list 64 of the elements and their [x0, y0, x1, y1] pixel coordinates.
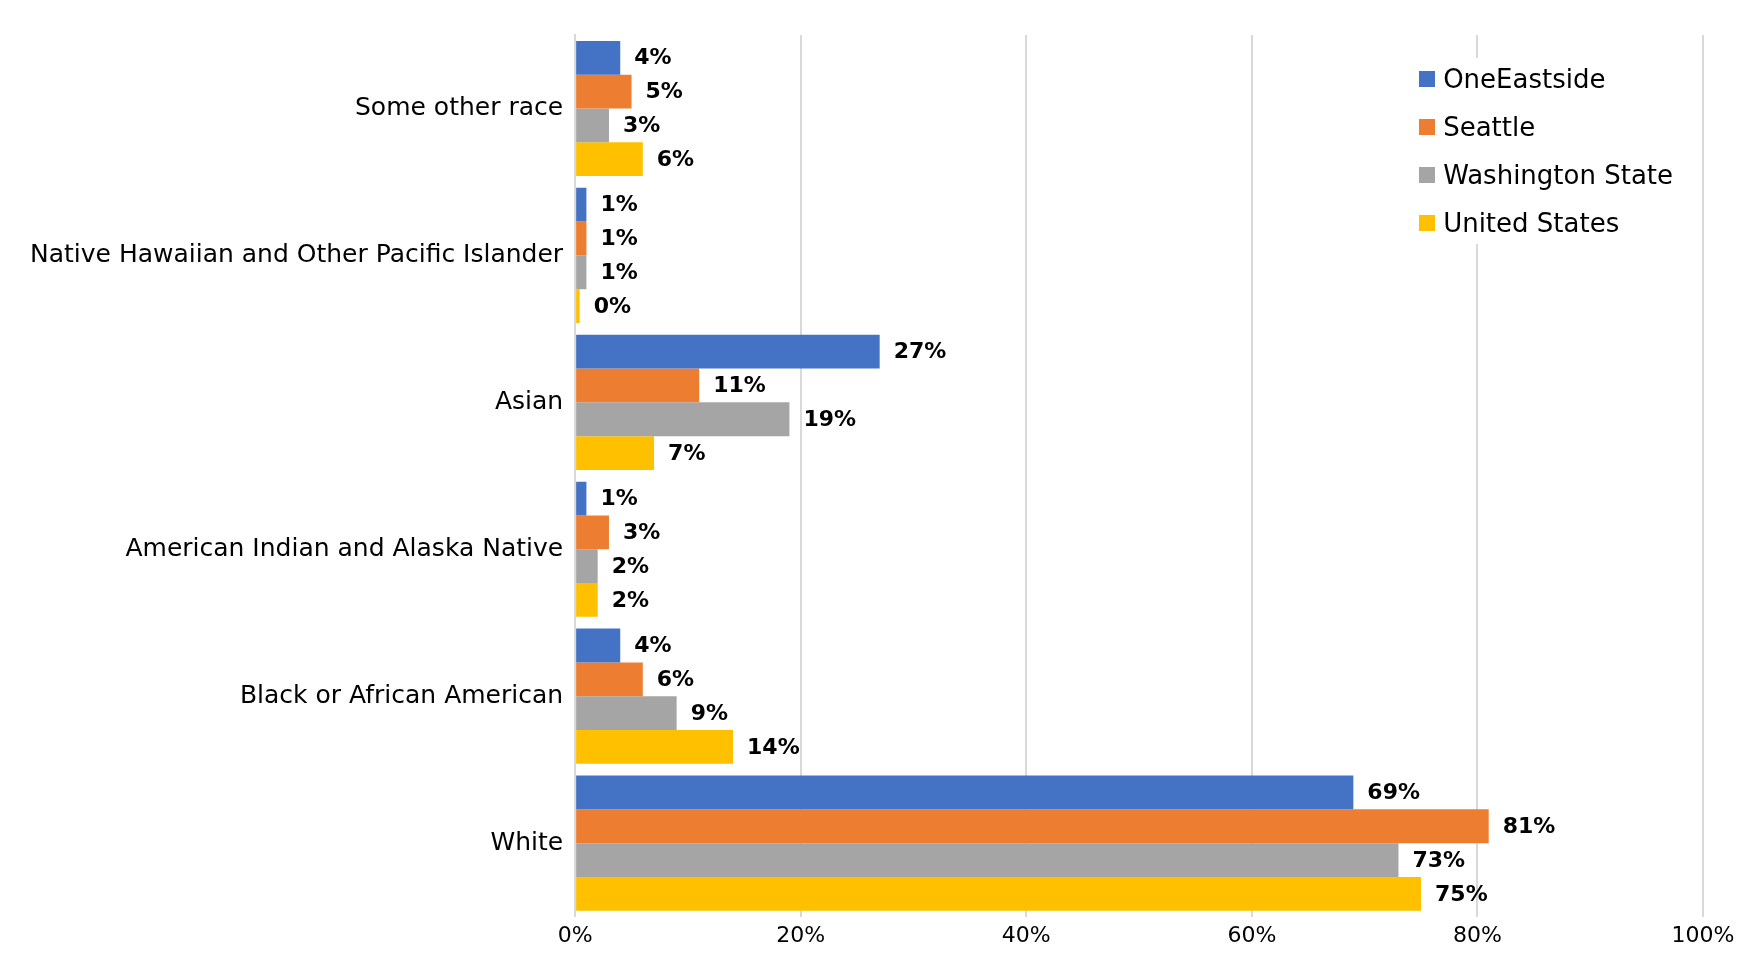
data-label: 81%: [1502, 812, 1556, 838]
bar: [576, 255, 587, 290]
data-label: 11%: [713, 372, 766, 398]
bar: [576, 74, 632, 109]
bar: [576, 583, 598, 617]
data-label: 1%: [600, 259, 638, 285]
bar: [576, 775, 1354, 810]
data-label: 69%: [1367, 779, 1421, 805]
bar: [576, 843, 1399, 877]
data-label: 0%: [593, 292, 631, 318]
bar: [576, 40, 621, 75]
bar: [576, 876, 1422, 911]
legend-label: United States: [1443, 208, 1620, 238]
x-tick-label: 0%: [557, 921, 593, 947]
legend-label: Seattle: [1443, 112, 1536, 142]
bar: [576, 730, 734, 764]
y-tick-label: Asian: [494, 385, 564, 415]
x-tick-label: 100%: [1671, 921, 1735, 947]
bar: [576, 696, 677, 730]
bar: [576, 368, 700, 403]
bar: [576, 662, 643, 697]
bar: [576, 334, 880, 369]
bar: [576, 221, 587, 256]
data-label: 19%: [803, 405, 857, 431]
x-tick-label: 80%: [1452, 921, 1502, 947]
y-tick-label: Some other race: [355, 91, 564, 121]
y-tick-label: Native Hawaiian and Other Pacific Islander: [29, 238, 564, 268]
legend-label: OneEastside: [1443, 64, 1606, 94]
data-label: 1%: [600, 485, 638, 511]
bar: [576, 481, 587, 516]
data-label: 14%: [747, 733, 800, 759]
bar: [576, 108, 609, 143]
data-label: 1%: [600, 191, 638, 217]
data-label: 2%: [611, 552, 650, 578]
bar: [576, 549, 598, 584]
x-tick-label: 60%: [1227, 921, 1277, 947]
data-label: 2%: [611, 586, 650, 612]
y-tick-label: White: [490, 826, 564, 856]
x-tick-label: 20%: [776, 921, 826, 947]
bar: [576, 809, 1489, 844]
data-label: 75%: [1435, 880, 1488, 906]
data-label: 7%: [668, 439, 706, 465]
y-tick-label: American Indian and Alaska Native: [125, 532, 564, 562]
bar: [576, 402, 790, 437]
data-label: 9%: [690, 699, 728, 725]
data-label: 27%: [893, 338, 947, 364]
legend-label: Washington State: [1443, 160, 1673, 190]
bar: [576, 142, 643, 177]
data-label: 3%: [622, 519, 661, 545]
data-label: 4%: [634, 632, 672, 658]
data-label: 6%: [656, 666, 695, 692]
bar: [576, 515, 609, 550]
bar: [576, 289, 580, 323]
x-tick-label: 40%: [1001, 921, 1051, 947]
bar: [576, 436, 655, 470]
data-label: 73%: [1412, 846, 1466, 872]
data-label: 3%: [622, 112, 661, 138]
data-label: 4%: [634, 44, 672, 70]
bar: [576, 628, 621, 663]
y-tick-label: Black or African American: [239, 679, 564, 709]
bar: [576, 187, 587, 222]
data-label: 6%: [656, 145, 695, 171]
data-label: 5%: [645, 78, 683, 104]
data-label: 1%: [600, 225, 638, 251]
